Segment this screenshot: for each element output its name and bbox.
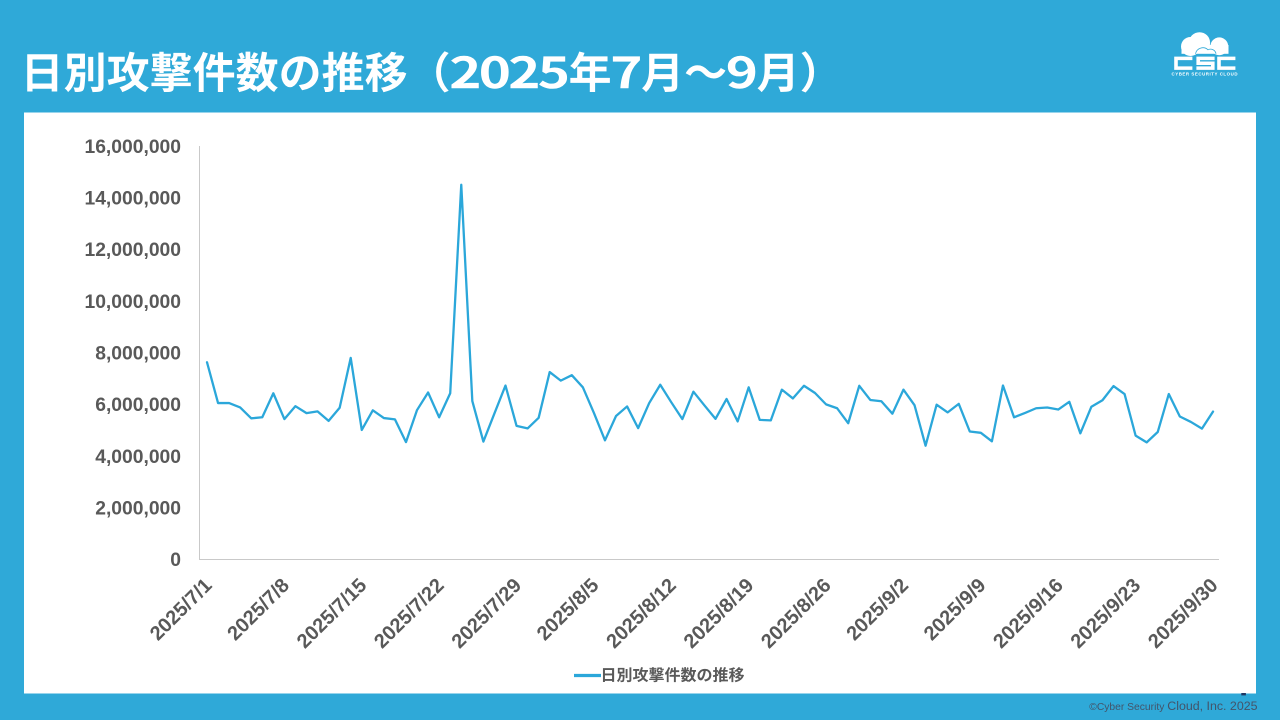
svg-text:CYBER SECURITY CLOUD: CYBER SECURITY CLOUD <box>1172 72 1239 77</box>
svg-text:14,000,000: 14,000,000 <box>84 189 181 210</box>
svg-text:10,000,000: 10,000,000 <box>84 292 181 313</box>
svg-text:2,000,000: 2,000,000 <box>95 499 181 520</box>
svg-text:4,000,000: 4,000,000 <box>95 447 181 468</box>
svg-text:12,000,000: 12,000,000 <box>84 240 181 261</box>
svg-text:16,000,000: 16,000,000 <box>84 137 181 158</box>
svg-text:0: 0 <box>170 550 181 571</box>
svg-text:8,000,000: 8,000,000 <box>95 344 181 365</box>
svg-text:6,000,000: 6,000,000 <box>95 395 181 416</box>
svg-text:©Cyber Security Cloud, Inc. 20: ©Cyber Security Cloud, Inc. 2025 <box>1089 699 1257 713</box>
